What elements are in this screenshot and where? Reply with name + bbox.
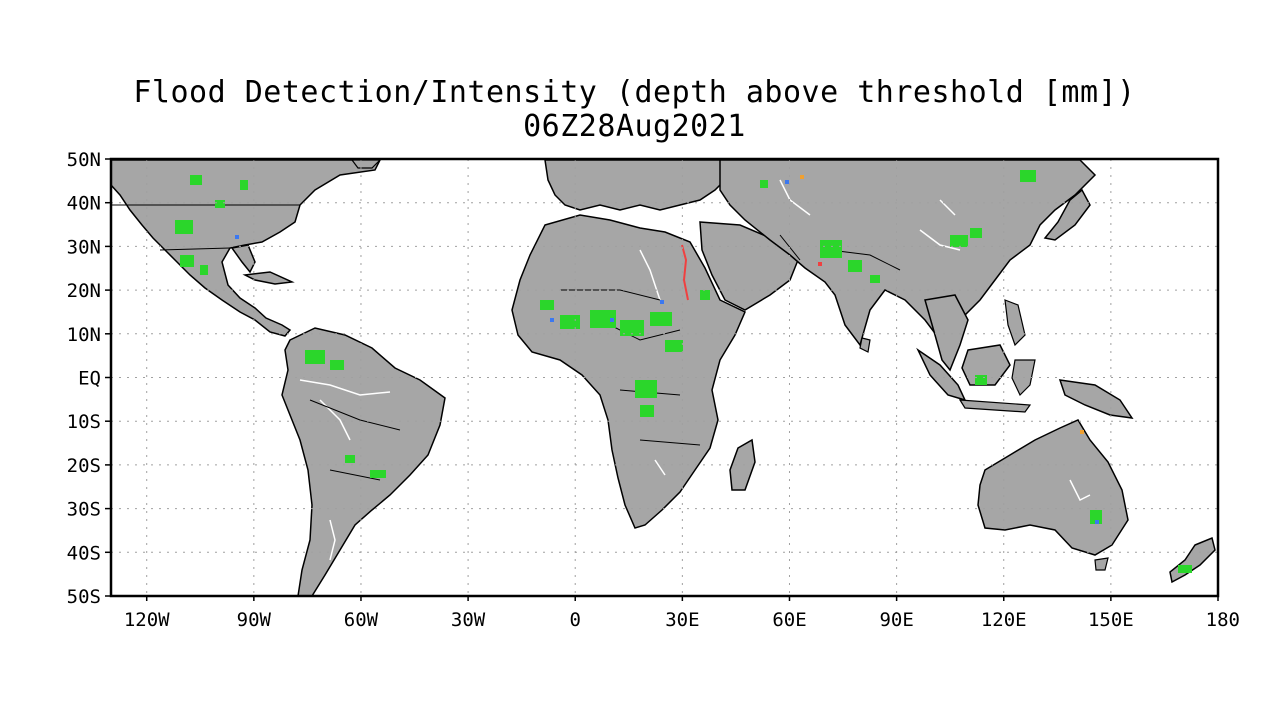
- land-cuba: [242, 271, 295, 285]
- land-north-america: [111, 159, 382, 337]
- gridlines: [111, 159, 1218, 596]
- land-madagascar: [729, 438, 756, 491]
- y-tick-label: 10N: [67, 324, 101, 346]
- land-south-america: [281, 327, 446, 596]
- y-tick-label: 20N: [67, 280, 101, 302]
- x-axis-ticks: 120W 90W 60W 30W 0 30E 60E 90E 120E 150E 180: [124, 596, 1240, 631]
- y-tick-label: 40N: [67, 193, 101, 215]
- landmasses: [111, 159, 1216, 596]
- y-tick-label: 50S: [67, 586, 101, 608]
- y-tick-label: 50N: [67, 149, 101, 171]
- x-tick-label: 90E: [879, 609, 913, 631]
- land-asia: [719, 159, 1097, 347]
- land-philippines: [1004, 299, 1026, 347]
- map-subtitle: 06Z28Aug2021: [523, 109, 746, 144]
- x-tick-label: 150E: [1088, 609, 1134, 631]
- y-axis-ticks: 50N 40N 30N 20N 10N EQ 10S 20S 30S 40S 50S: [67, 149, 111, 608]
- y-tick-label: EQ: [78, 368, 101, 390]
- land-tasmania: [1094, 557, 1109, 571]
- x-tick-label: 30W: [451, 609, 486, 631]
- x-tick-label: 90W: [237, 609, 272, 631]
- land-borneo: [961, 344, 1011, 386]
- y-tick-label: 40S: [67, 542, 101, 564]
- x-tick-label: 30E: [665, 609, 699, 631]
- x-tick-label: 180: [1206, 609, 1240, 631]
- x-tick-label: 120W: [124, 609, 170, 631]
- y-tick-label: 20S: [67, 455, 101, 477]
- land-new-guinea: [1058, 379, 1134, 419]
- y-tick-label: 10S: [67, 411, 101, 433]
- y-tick-label: 30N: [67, 236, 101, 258]
- land-indochina: [924, 294, 969, 372]
- flood-pixels: [175, 170, 1192, 573]
- land-japan: [1043, 188, 1091, 241]
- x-tick-label: 120E: [981, 609, 1027, 631]
- x-tick-label: 60W: [344, 609, 379, 631]
- land-florida: [230, 244, 256, 274]
- y-tick-label: 30S: [67, 499, 101, 521]
- land-java: [958, 399, 1032, 413]
- map-title: Flood Detection/Intensity (depth above t…: [133, 75, 1136, 110]
- x-tick-label: 60E: [772, 609, 806, 631]
- land-sri-lanka: [859, 337, 871, 353]
- x-tick-label: 0: [569, 609, 580, 631]
